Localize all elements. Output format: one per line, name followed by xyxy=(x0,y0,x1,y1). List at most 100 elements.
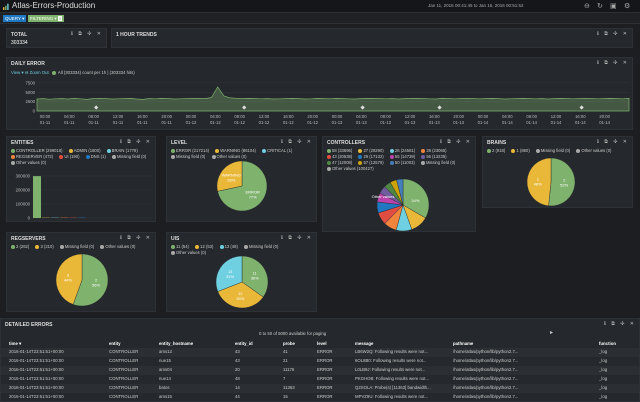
filtering-button[interactable]: FILTERING ▾ x xyxy=(28,15,65,22)
zoom-icon[interactable]: ⊖ xyxy=(24,70,29,75)
legend-dot xyxy=(535,148,540,153)
settings-icon[interactable]: ⚙ xyxy=(624,3,631,10)
legend-item[interactable]: WARNING (86104) xyxy=(213,148,256,153)
legend-item[interactable]: 47 (12008) xyxy=(325,160,352,165)
legend-item[interactable]: CRITICAL (1) xyxy=(260,148,292,153)
app-title[interactable]: Atlas-Errors-Production xyxy=(12,1,96,10)
column-header[interactable]: message xyxy=(355,341,374,346)
daily-error-chart[interactable]: 750050002500000:0001-1104:0001-1108:0001… xyxy=(7,77,632,129)
legend-item[interactable]: Other values (0) xyxy=(169,250,206,255)
legend-item[interactable]: ERROR (217214) xyxy=(169,148,209,153)
table-row[interactable] xyxy=(1,348,639,357)
panel-tools[interactable]: ℹ ⧉ ✣ ✕ xyxy=(119,235,152,241)
legend-item[interactable]: Missing field (0) xyxy=(58,244,94,249)
slice-percent: 48% xyxy=(534,181,542,186)
legend-item[interactable]: 58 (33696) xyxy=(325,148,352,153)
legend-dot xyxy=(421,148,426,153)
table-row[interactable] xyxy=(1,384,639,393)
entities-bar-chart[interactable]: 300000 200000 100000 0 xyxy=(7,172,155,222)
x-tick-date: 01-13 xyxy=(380,120,391,125)
view-dropdown[interactable]: View ▾ xyxy=(11,70,24,75)
legend-item[interactable]: 43 (20538) xyxy=(325,154,352,159)
controllers-pie-chart[interactable]: 34% Other values xyxy=(323,177,476,232)
legend-item[interactable]: 28 (23065) xyxy=(419,148,447,153)
legend-item[interactable]: 56 (13235) xyxy=(419,154,447,159)
panel-tools[interactable]: ℹ ⧉ ✣ ✕ xyxy=(596,60,629,66)
legend-item[interactable]: 13 (48) xyxy=(218,244,238,249)
column-header[interactable]: function xyxy=(599,341,616,346)
time-range-picker[interactable]: Jan 11, 2016 00:41:45 to Jan 15, 2016 00… xyxy=(428,3,524,8)
legend-item[interactable]: 50 (11003) xyxy=(388,160,415,165)
legend-label: 2 (262) xyxy=(16,244,30,249)
table-row[interactable] xyxy=(1,375,639,384)
panel-tools[interactable]: ℹ ⧉ ✣ ✕ xyxy=(119,139,152,145)
zoom-out-icon[interactable]: ⊖ xyxy=(584,3,590,10)
legend-item[interactable]: Other values (0) xyxy=(98,244,135,249)
panel-tools[interactable]: ℹ ⧉ ✣ ✕ xyxy=(280,139,313,145)
legend-label: BRAIN (1778) xyxy=(111,148,138,153)
x-tick-date: 01-12 xyxy=(307,120,318,125)
legend-item[interactable]: 2 (918) xyxy=(485,148,505,153)
x-tick-date: 01-13 xyxy=(453,120,464,125)
legend-item[interactable]: 57 (12579) xyxy=(356,160,384,165)
table-cell: _log xyxy=(599,376,608,381)
legend-item[interactable]: CONTROLLER (299018) xyxy=(9,148,63,153)
pie-slice xyxy=(548,157,576,207)
panel-tools[interactable]: ℹ ⧉ ✣ ✕ xyxy=(439,139,472,145)
column-header[interactable]: entity_id xyxy=(235,341,253,346)
legend-item[interactable]: DNS (1) xyxy=(84,154,106,159)
table-row[interactable] xyxy=(1,357,639,366)
table-row[interactable] xyxy=(1,366,639,375)
x-tick-date: 01-14 xyxy=(502,120,513,125)
legend-item[interactable]: BRAIN (1778) xyxy=(105,148,138,153)
legend-item[interactable]: 11 (54) xyxy=(169,244,189,249)
legend-item[interactable]: 26 (24581) xyxy=(388,148,415,153)
legend-item[interactable]: 12 (53) xyxy=(193,244,213,249)
refresh-icon[interactable]: ↻ xyxy=(597,3,603,10)
legend-item[interactable]: 55 (14739) xyxy=(388,154,415,159)
next-page-icon[interactable]: ▸ xyxy=(550,330,554,336)
panel-tools[interactable]: ℹ ⧉ ✣ ✕ xyxy=(280,235,313,241)
column-header[interactable]: probe xyxy=(283,341,295,346)
table-row[interactable] xyxy=(1,393,639,401)
legend-item[interactable]: 3 (210) xyxy=(33,244,54,249)
legend-label: ERROR (217214) xyxy=(176,148,210,153)
legend-item[interactable]: 1 (860) xyxy=(509,148,530,153)
legend-item[interactable]: Missing field (0) xyxy=(169,154,205,159)
legend-label: CONTROLLER (299018) xyxy=(16,148,63,153)
legend-item[interactable]: UI (190) xyxy=(57,154,79,159)
legend-item[interactable]: Missing field (0) xyxy=(110,154,146,159)
legend-item[interactable]: Missing field (0) xyxy=(534,148,570,153)
legend-item[interactable]: 2 (262) xyxy=(9,244,29,249)
panel-tools[interactable]: ℹ ⧉ ✣ ✕ xyxy=(596,139,629,145)
table-cell: ams15 xyxy=(159,394,172,399)
legend-item[interactable]: Other values (100427) xyxy=(325,166,374,171)
column-header[interactable]: entity_hostname xyxy=(159,341,194,346)
legend-item[interactable]: Missing field (0) xyxy=(419,160,455,165)
legend-item[interactable]: 29 (17132) xyxy=(356,154,384,159)
legend-item[interactable]: REGSERVER (472) xyxy=(9,154,53,159)
column-header[interactable]: time ▾ xyxy=(9,341,22,346)
legend-item[interactable]: Missing field (0) xyxy=(242,244,278,249)
brains-pie-chart[interactable]: 252% 148% xyxy=(483,156,633,208)
y-tick-label: 300000 xyxy=(16,174,31,179)
panel-tools[interactable]: ℹ ⧉ ✣ ✕ xyxy=(70,31,103,37)
table-cell: CONTROLLER xyxy=(109,376,139,381)
column-header[interactable]: entity xyxy=(109,341,121,346)
x-tick-date: 01-11 xyxy=(40,120,51,125)
legend-item[interactable]: ADMIN (1800) xyxy=(67,148,100,153)
regservers-pie-chart[interactable]: 256% 344% xyxy=(7,252,156,312)
legend-item[interactable]: Other values (0) xyxy=(9,160,46,165)
save-icon[interactable]: ▣ xyxy=(610,3,617,10)
query-button[interactable]: QUERY ▾ xyxy=(3,15,27,22)
legend-item[interactable]: Other values (0) xyxy=(210,154,247,159)
legend-item[interactable]: Other values (0) xyxy=(574,148,611,153)
column-header[interactable]: pathname xyxy=(453,341,474,346)
panel-tools[interactable]: ℹ ⧉ ✣ ✕ xyxy=(603,321,636,327)
panel-tools[interactable]: ℹ ⧉ ✣ ✕ xyxy=(596,31,629,37)
zoom-out-link[interactable]: Zoom Out xyxy=(29,70,49,75)
legend-item[interactable]: 27 (29290) xyxy=(356,148,384,153)
column-header[interactable]: level xyxy=(317,341,327,346)
